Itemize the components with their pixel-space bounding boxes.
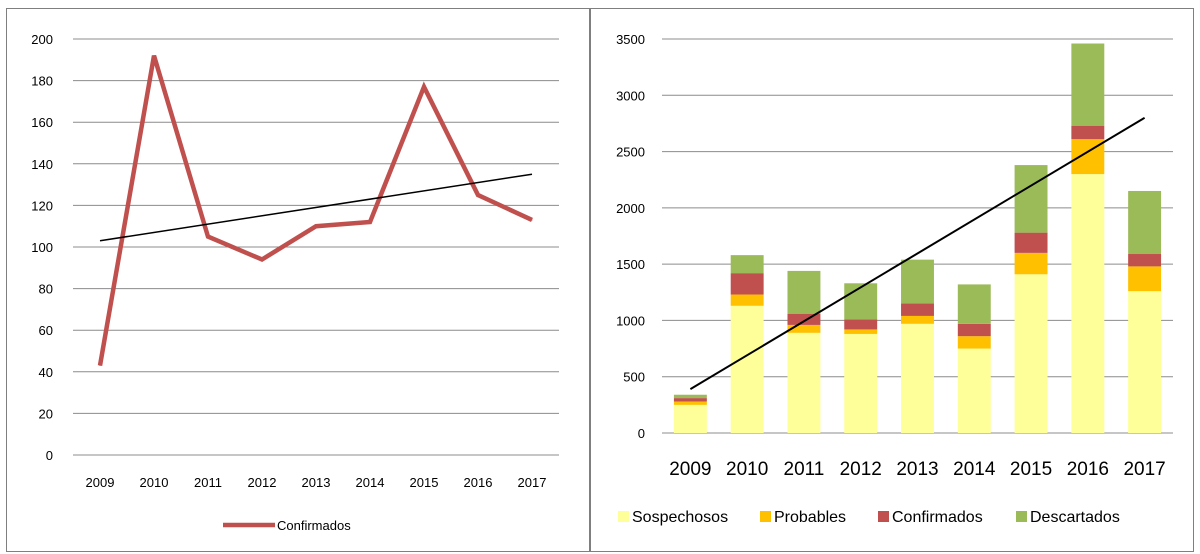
x-tick-label: 2012 (840, 459, 882, 480)
y-tick-label: 2000 (616, 201, 645, 216)
legend-label-confirmados: Confirmados (892, 509, 983, 526)
y-tick-label: 1000 (616, 313, 645, 328)
bar-segment-confirmados (1014, 232, 1048, 253)
y-tick-label: 1500 (616, 257, 645, 272)
data-point (531, 219, 533, 221)
bar-segment-probables (1014, 252, 1048, 275)
legend-swatch-confirmados (878, 511, 889, 522)
bar-segment-sospechosos (844, 333, 878, 433)
bar-segment-descartados (957, 284, 991, 324)
data-point (207, 236, 209, 238)
y-tick-label: 180 (31, 74, 53, 89)
bar-segment-descartados (787, 270, 821, 314)
bar-segment-confirmados (844, 319, 878, 330)
data-point (261, 258, 263, 260)
y-tick-label: 500 (623, 370, 645, 385)
bar-segment-descartados (1014, 165, 1048, 233)
bar-segment-probables (730, 294, 764, 306)
bar-segment-sospechosos (673, 404, 707, 433)
y-tick-label: 140 (31, 157, 53, 172)
x-tick-label: 2009 (669, 459, 711, 480)
y-tick-label: 80 (39, 282, 53, 297)
y-tick-label: 3500 (616, 32, 645, 47)
x-tick-label: 2016 (464, 475, 493, 490)
y-tick-label: 100 (31, 240, 53, 255)
bar-segment-sospechosos (1128, 291, 1162, 433)
x-tick-label: 2016 (1067, 459, 1109, 480)
bar-segment-confirmados (787, 313, 821, 325)
legend-label-sospechosos: Sospechosos (632, 509, 728, 526)
trendline (99, 173, 533, 242)
y-tick-label: 0 (638, 426, 645, 441)
bar-segment-descartados (1071, 43, 1105, 126)
y-tick-label: 60 (39, 323, 53, 338)
y-tick-label: 2500 (616, 145, 645, 160)
bar-segment-probables (673, 401, 707, 405)
bar-segment-probables (844, 329, 878, 334)
bar-segment-confirmados (957, 323, 991, 337)
x-tick-label: 2013 (896, 459, 938, 480)
bar-segment-confirmados (730, 273, 764, 295)
bar-segment-probables (1128, 266, 1162, 292)
bar-segment-sospechosos (957, 348, 991, 433)
bar-segment-probables (901, 315, 934, 324)
bar-segment-sospechosos (901, 323, 934, 433)
y-tick-label: 20 (39, 406, 53, 421)
x-tick-label: 2015 (1010, 459, 1052, 480)
legend-swatch-probables (760, 511, 771, 522)
series-line-confirmados (97, 54, 533, 366)
data-point (423, 86, 425, 88)
bar-segment-confirmados (673, 398, 707, 402)
legend-swatch-sospechosos (618, 511, 629, 522)
data-point (315, 225, 317, 227)
x-tick-label: 2013 (302, 475, 331, 490)
x-tick-label: 2017 (518, 475, 547, 490)
y-tick-label: 0 (46, 448, 53, 463)
y-tick-label: 3000 (616, 88, 645, 103)
bar-segment-confirmados (901, 303, 934, 316)
trendline (689, 116, 1146, 390)
bar-segment-descartados (730, 255, 764, 274)
confirmados-line-chart: 0 20 40 60 80 100 120 140 160 180 200 2009 2010 2011 2… (31, 32, 559, 533)
x-tick-label: 2009 (86, 475, 115, 490)
y-tick-label: 40 (39, 365, 53, 380)
y-tick-label: 200 (31, 32, 53, 47)
bar-segment-descartados (844, 283, 878, 320)
left-chart-panel: 0 20 40 60 80 100 120 140 160 180 200 2009 2010 2011 2… (6, 8, 590, 552)
bar-segment-confirmados (1071, 125, 1105, 140)
legend-label-confirmados: Confirmados (277, 518, 351, 533)
stacked-bar-chart: 0 500 1000 1500 2000 2500 3000 3500 2009 2010 2011… (616, 32, 1173, 526)
x-tick-label: 2012 (248, 475, 277, 490)
x-tick-label: 2010 (140, 475, 169, 490)
bar-segment-descartados (673, 394, 707, 399)
bar-segment-confirmados (1128, 254, 1162, 267)
bar-segment-sospechosos (1071, 174, 1105, 434)
bar-segment-descartados (901, 259, 934, 304)
legend-label-descartados: Descartados (1030, 509, 1120, 526)
legend-label-probables: Probables (774, 509, 846, 526)
data-point (99, 365, 101, 367)
x-tick-label: 2015 (410, 475, 439, 490)
bar-segment-probables (787, 324, 821, 333)
bar-segment-descartados (1128, 190, 1162, 255)
y-tick-label: 120 (31, 198, 53, 213)
y-tick-label: 160 (31, 115, 53, 130)
x-tick-label: 2014 (356, 475, 385, 490)
x-tick-label: 2011 (784, 459, 825, 480)
bar-segment-sospechosos (1014, 274, 1048, 433)
right-chart-panel: 0 500 1000 1500 2000 2500 3000 3500 2009 2010 2011… (590, 8, 1194, 552)
data-point (477, 194, 479, 196)
bar-segment-sospechosos (730, 305, 764, 433)
x-tick-label: 2017 (1123, 459, 1165, 480)
bar-segment-sospechosos (787, 332, 821, 433)
data-point (153, 55, 155, 57)
data-point (369, 221, 371, 223)
bar-segment-probables (957, 336, 991, 349)
legend-swatch-descartados (1016, 511, 1027, 522)
x-tick-label: 2014 (953, 459, 996, 480)
x-tick-label: 2011 (194, 475, 222, 490)
x-tick-label: 2010 (726, 459, 768, 480)
